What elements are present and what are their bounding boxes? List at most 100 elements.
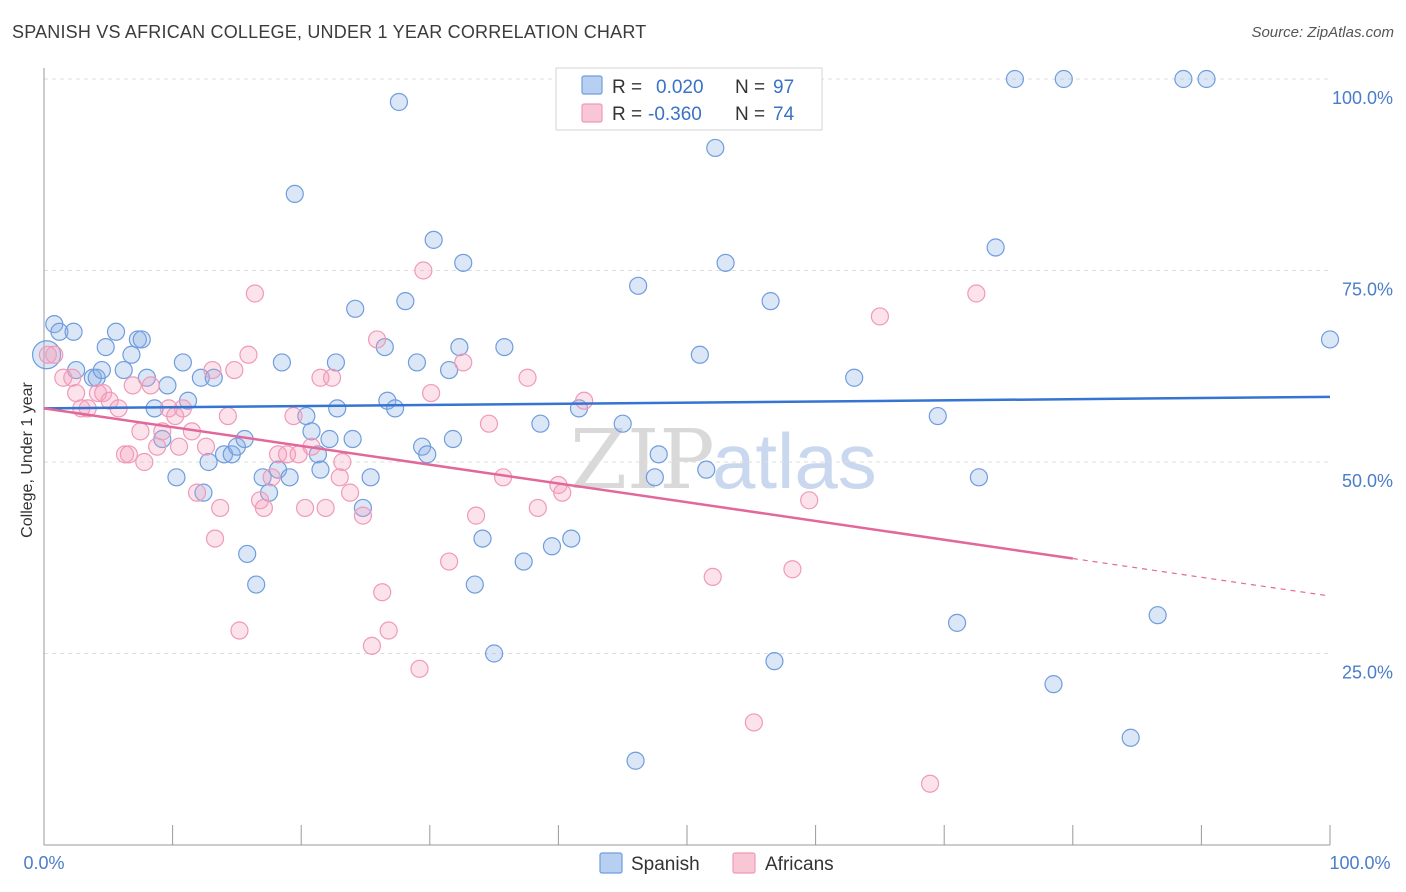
africans-point [119,445,138,464]
spanish-point [353,498,373,518]
africans-point [38,345,57,364]
spanish-point [1044,675,1063,694]
spanish-point [1320,330,1340,349]
africans-point [205,529,225,548]
africans-point [744,713,763,732]
africans-point [373,583,392,602]
africans-point [295,498,315,518]
spanish-point [199,452,218,472]
africans-point [439,552,459,571]
spanish-point [690,345,709,364]
africans-point [553,483,572,502]
spanish-point [765,652,784,671]
spanish-point [1148,606,1167,625]
spanish-point [272,353,292,372]
spanish-point [928,406,947,426]
spanish-point [1054,69,1073,89]
spanish-point [346,299,365,318]
africans-point [284,406,303,426]
africans-point [322,368,342,387]
x-axis-ticks [43,825,1331,845]
spanish-point [326,353,346,372]
spanish-trend-line [43,395,1331,410]
africans-point [148,437,167,456]
bottom-legend-swatch-spanish [599,852,623,874]
spanish-point [114,360,133,380]
spanish-point [629,276,648,295]
spanish-point [649,445,668,464]
spanish-point [173,353,192,372]
spanish-point [375,338,394,357]
africans-point [135,452,154,472]
africans-trend-line [43,407,1073,560]
spanish-point [542,537,562,556]
spanish-point [238,544,257,564]
africans-point [239,345,258,364]
legend-r-value-africans: -0.360 [648,104,702,125]
africans-point [967,284,986,303]
legend: R = 0.020 N = 97 R = -0.360 N = 74 [555,67,823,131]
africans-point [187,483,207,502]
spanish-point [302,422,321,441]
africans-point [230,621,249,640]
legend-r-label-africans: R = [612,104,642,125]
spanish-point [495,338,514,357]
spanish-point [343,429,362,449]
legend-r-value-spanish: 0.020 [656,77,704,98]
spanish-point [285,184,304,203]
bottom-legend-swatch-africans [732,852,756,874]
spanish-points [31,69,1340,770]
africans-point [379,621,398,640]
spanish-point [947,613,967,632]
africans-point [367,330,387,349]
africans-point [330,468,349,487]
spanish-point [132,330,151,349]
spanish-point [407,353,427,372]
spanish-point [454,253,473,272]
africans-point [67,383,86,403]
africans-point [410,659,429,678]
spanish-point [1005,69,1025,89]
africans-point [63,368,82,387]
spanish-point [424,230,443,249]
spanish-point [396,292,415,311]
spanish-point [969,468,989,487]
africans-point [131,422,150,441]
spanish-point [1121,728,1140,747]
spanish-point [167,468,186,487]
bottom-legend-africans: Africans [765,854,834,875]
spanish-point [986,238,1005,257]
spanish-point [439,360,459,380]
spanish-point [328,399,347,418]
spanish-point [361,468,380,487]
africans-point [575,391,594,410]
legend-swatch-spanish [581,75,603,95]
y-tick-labels: 25.0% 50.0% 75.0% 100.0% [1332,88,1393,683]
africans-point [211,498,230,518]
africans-point [203,360,222,380]
x-tick-label-min: 0.0% [23,853,64,873]
watermark-zip: ZIP [570,413,715,508]
y-tick-label: 75.0% [1342,280,1393,300]
africans-point [870,307,890,326]
africans-points [38,261,986,793]
spanish-point [194,483,213,502]
spanish-point [204,368,223,387]
spanish-point [473,529,492,548]
bottom-legend: Spanish Africans [599,852,834,875]
legend-n-value-spanish: 97 [773,77,794,98]
legend-n-label-africans: N = [735,104,765,125]
africans-point [254,498,274,518]
spanish-point [92,360,111,380]
spanish-point [385,399,405,418]
spanish-point [716,253,735,272]
y-tick-label: 50.0% [1342,471,1393,491]
spanish-point [158,376,177,395]
spanish-point [122,345,141,364]
spanish-point [64,322,83,341]
spanish-point [485,644,504,663]
spanish-point [514,552,533,571]
africans-point [316,498,335,518]
spanish-point [227,437,246,456]
